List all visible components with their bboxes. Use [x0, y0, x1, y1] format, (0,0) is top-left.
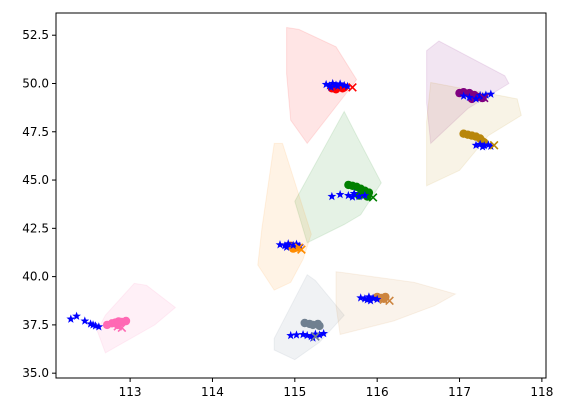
y-tick-label: 35.0 — [22, 366, 49, 380]
x-tick-label: 114 — [201, 385, 224, 399]
x-tick-label: 117 — [448, 385, 471, 399]
y-tick-label: 52.5 — [22, 28, 49, 42]
y-tick-label: 42.5 — [22, 221, 49, 235]
point-circle-pink — [122, 317, 130, 325]
x-tick-label: 113 — [119, 385, 142, 399]
y-tick-label: 47.5 — [22, 125, 49, 139]
y-tick-label: 50.0 — [22, 76, 49, 90]
point-circle-gray — [315, 322, 323, 330]
x-tick-label: 116 — [366, 385, 389, 399]
y-tick-label: 37.5 — [22, 318, 49, 332]
x-tick-label: 115 — [283, 385, 306, 399]
x-tick-label: 118 — [530, 385, 553, 399]
y-tick-label: 40.0 — [22, 270, 49, 284]
y-tick-label: 45.0 — [22, 173, 49, 187]
